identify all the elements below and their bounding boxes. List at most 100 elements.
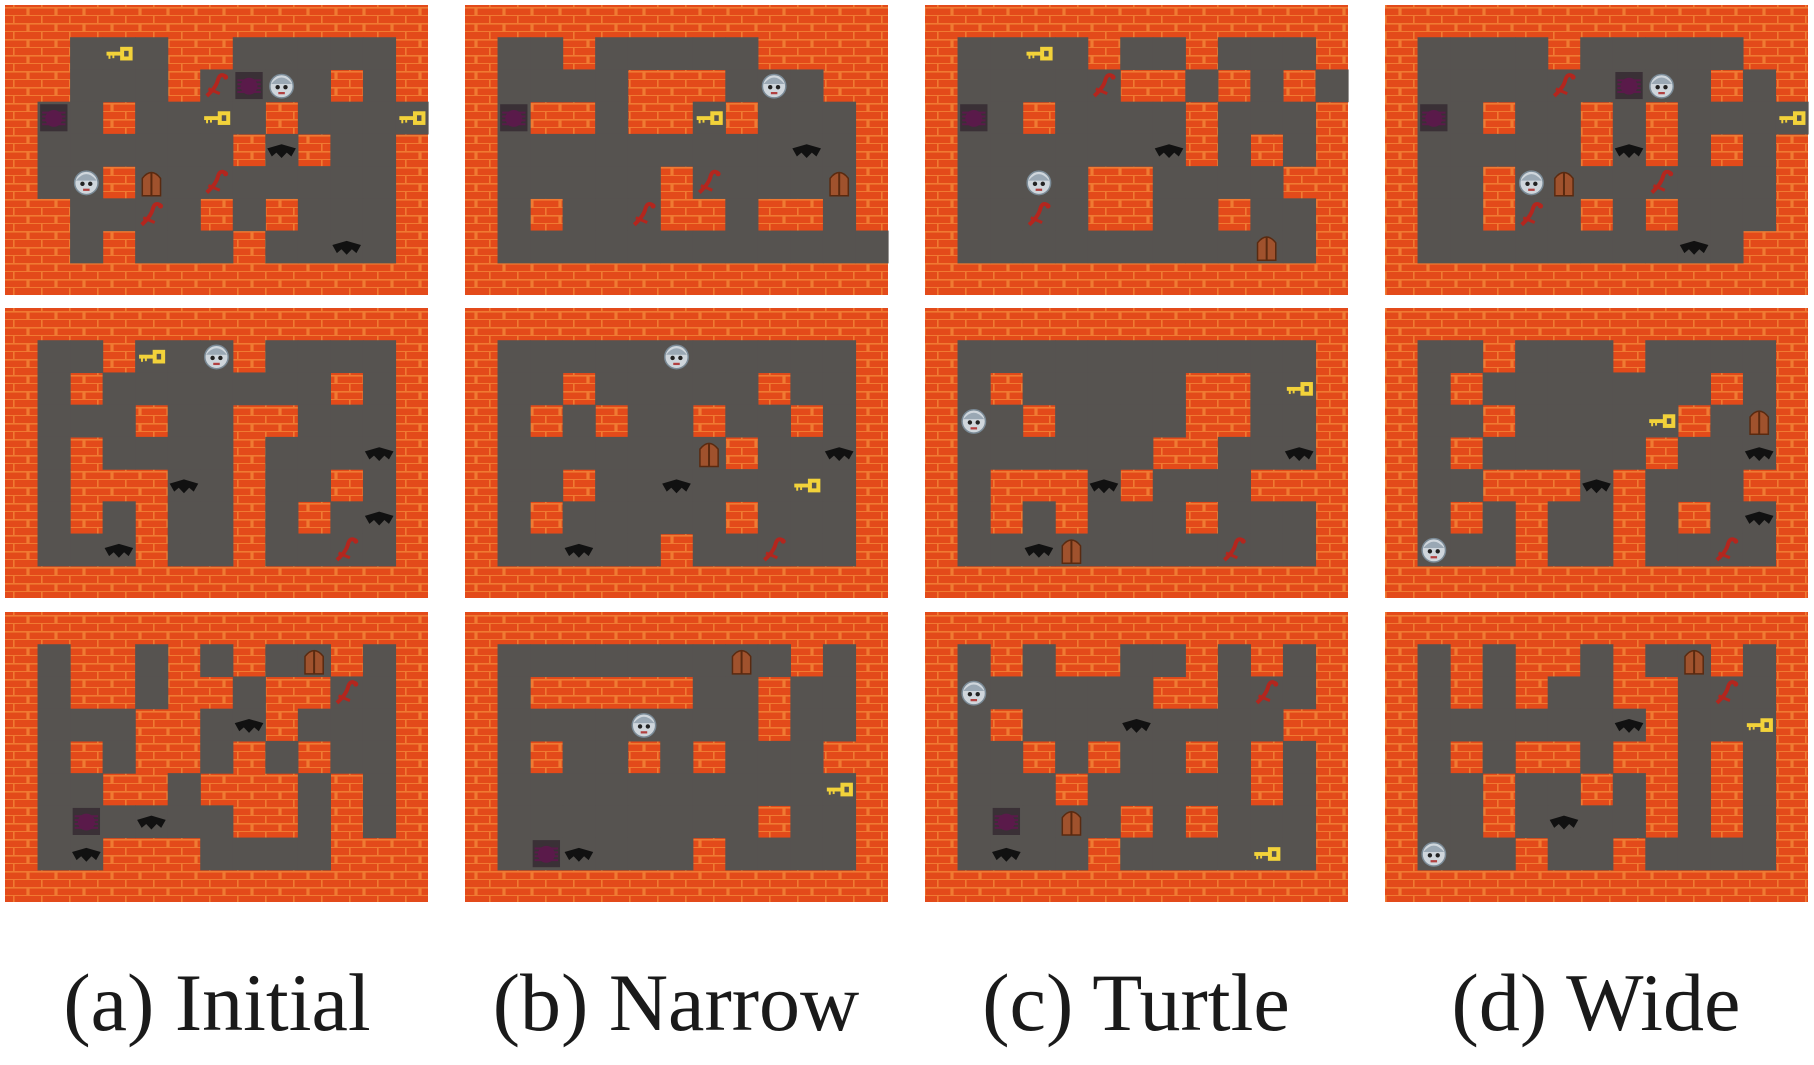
- floor-tile: [692, 533, 726, 567]
- floor-tile: [530, 133, 564, 167]
- floor-tile: [595, 166, 629, 199]
- floor-tile: [362, 133, 397, 167]
- floor-tile: [297, 198, 331, 232]
- floor-tile: [562, 436, 596, 470]
- floor-tile: [497, 230, 531, 264]
- bat-icon: [1614, 718, 1644, 733]
- floor-tile: [757, 101, 791, 135]
- floor-tile: [822, 372, 857, 406]
- floor-tile: [1087, 708, 1121, 742]
- floor-tile: [692, 340, 726, 374]
- floor-tile: [725, 773, 759, 806]
- floor-tile: [822, 198, 857, 232]
- bat-icon: [1744, 447, 1774, 462]
- floor-tile: [627, 773, 661, 806]
- floor-tile: [37, 166, 71, 199]
- floor-tile: [102, 436, 136, 470]
- bat-icon: [992, 847, 1021, 862]
- floor-tile: [957, 372, 991, 406]
- floor-tile: [70, 133, 104, 167]
- floor-tile: [1282, 501, 1317, 535]
- floor-tile: [1450, 469, 1484, 502]
- floor-tile: [135, 644, 169, 678]
- floor-tile: [37, 404, 71, 438]
- floor-tile: [990, 230, 1024, 264]
- floor-tile: [1120, 533, 1154, 567]
- floor-tile: [1417, 69, 1451, 103]
- floor-tile: [265, 740, 299, 774]
- floor-tile: [562, 133, 596, 167]
- key-icon: [696, 111, 723, 125]
- floor-tile: [1152, 340, 1186, 374]
- floor-tile: [595, 372, 629, 406]
- floor-tile: [1282, 340, 1317, 374]
- floor-tile: [497, 644, 531, 678]
- floor-tile: [1450, 708, 1484, 742]
- floor-tile: [1282, 198, 1317, 232]
- floor-tile: [1482, 533, 1516, 567]
- floor-tile: [37, 340, 71, 374]
- floor-tile: [1185, 69, 1219, 103]
- floor-tile: [1450, 166, 1484, 199]
- floor-tile: [1152, 198, 1186, 232]
- bat-icon: [169, 479, 199, 494]
- floor-tile: [1742, 69, 1777, 103]
- caption-narrow: (b) Narrow: [492, 957, 860, 1048]
- floor-tile: [200, 469, 234, 502]
- door-icon: [1749, 410, 1770, 436]
- floor-tile: [757, 740, 791, 774]
- floor-tile: [1250, 404, 1284, 438]
- floor-tile: [1250, 101, 1284, 135]
- floor-tile: [1547, 372, 1581, 406]
- floor-tile: [265, 644, 299, 678]
- floor-tile: [70, 198, 104, 232]
- floor-tile: [1217, 644, 1251, 678]
- floor-tile: [1185, 469, 1219, 502]
- key-icon: [1746, 718, 1773, 732]
- floor-tile: [1645, 37, 1679, 71]
- floor-tile: [1580, 533, 1614, 567]
- floor-tile: [167, 101, 201, 135]
- floor-tile: [37, 837, 71, 871]
- floor-tile: [1580, 230, 1614, 264]
- floor-tile: [362, 69, 397, 103]
- floor-tile: [1087, 773, 1121, 806]
- floor-tile: [725, 533, 759, 567]
- floor-tile: [167, 533, 201, 567]
- floor-tile: [1742, 133, 1777, 167]
- floor-tile: [562, 501, 596, 535]
- floor-tile: [362, 708, 397, 742]
- floor-tile: [957, 69, 991, 103]
- floor-tile: [1217, 101, 1251, 135]
- spider-icon: [40, 104, 68, 132]
- floor-tile: [530, 805, 564, 839]
- floor-tile: [1022, 372, 1056, 406]
- player-icon: [1421, 537, 1447, 563]
- floor-tile: [265, 340, 299, 374]
- floor-tile: [1710, 404, 1744, 438]
- level-panel-initial-2: [5, 308, 428, 598]
- floor-tile: [330, 501, 364, 535]
- floor-tile: [200, 230, 234, 264]
- floor-tile: [725, 166, 759, 199]
- floor-tile: [595, 469, 629, 502]
- player-icon: [961, 680, 987, 706]
- floor-tile: [1742, 372, 1777, 406]
- floor-tile: [990, 740, 1024, 774]
- floor-tile: [1515, 372, 1549, 406]
- floor-tile: [362, 372, 397, 406]
- floor-tile: [562, 644, 596, 678]
- floor-tile: [757, 501, 791, 535]
- floor-tile: [265, 436, 299, 470]
- floor-tile: [660, 501, 694, 535]
- floor-tile: [1055, 837, 1089, 871]
- floor-tile: [1250, 166, 1284, 199]
- floor-tile: [135, 372, 169, 406]
- floor-tile: [1185, 773, 1219, 806]
- floor-tile: [1152, 230, 1186, 264]
- floor-tile: [957, 533, 991, 567]
- floor-tile: [1515, 404, 1549, 438]
- floor-tile: [627, 230, 661, 264]
- floor-tile: [627, 533, 661, 567]
- floor-tile: [757, 837, 791, 871]
